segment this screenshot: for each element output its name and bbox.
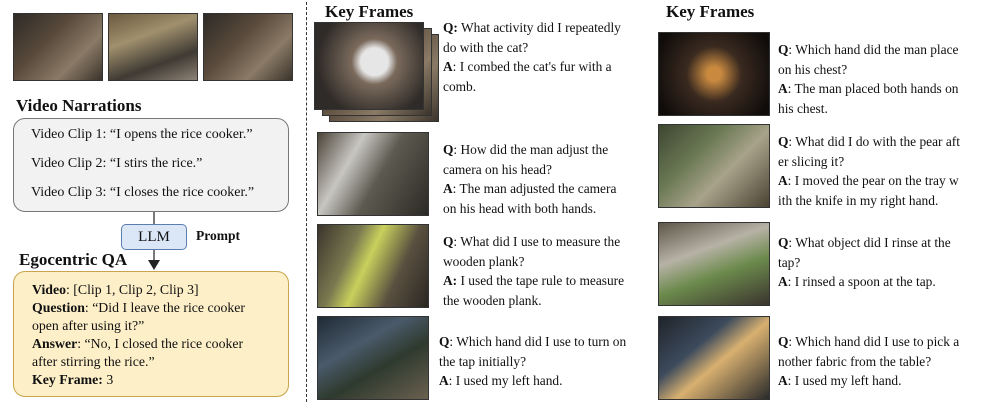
keyframe-tap <box>317 316 429 400</box>
narrations-box: Video Clip 1: “I opens the rice cooker.”… <box>13 118 289 212</box>
llm-box: LLM <box>121 224 187 250</box>
qa-question-line-1: Question: “Did I leave the rice cooker <box>32 300 246 315</box>
narration-clip-1: Video Clip 1: “I opens the rice cooker.” <box>31 127 253 142</box>
col1-title: Key Frames <box>325 2 414 21</box>
prompt-label: Prompt <box>196 228 240 243</box>
keyframe-rinse <box>658 222 770 306</box>
flow-arrows <box>148 212 160 270</box>
keyframe-plank <box>317 224 429 308</box>
egocentric-qa-title: Egocentric QA <box>19 250 128 269</box>
qa-keyframe-line: Key Frame: 3 <box>32 372 114 387</box>
qa-answer-line-2: after stirring the rice.” <box>32 354 155 369</box>
qa-cat: Q: What activity did I repeatedly do wit… <box>443 20 621 94</box>
dashed-divider <box>306 2 307 402</box>
keyframe-pear <box>658 124 770 208</box>
video-frame-1 <box>13 13 103 81</box>
narration-clip-2: Video Clip 2: “I stirs the rice.” <box>31 156 203 171</box>
qa-chest: Q: Which hand did the man place on his c… <box>778 42 959 116</box>
qa-fabric: Q: Which hand did I use to pick a nother… <box>778 334 960 388</box>
qa-tap: Q: Which hand did I use to turn on the t… <box>439 334 627 388</box>
qa-rinse: Q: What object did I rinse at the tap? A… <box>778 235 951 289</box>
qa-question-line-2: open after using it?” <box>32 318 145 333</box>
qa-pear: Q: What did I do with the pear aft er sl… <box>778 134 960 208</box>
video-frame-3 <box>203 13 293 81</box>
keyframe-chest <box>658 32 770 116</box>
qa-plank: Q: What did I use to measure the wooden … <box>443 234 625 308</box>
qa-camera: Q: How did the man adjust the camera on … <box>443 142 617 216</box>
qa-answer-line-1: Answer: “No, I closed the rice cooker <box>32 336 244 351</box>
arrow-head-icon <box>148 260 160 270</box>
keyframe-camera <box>317 132 429 216</box>
qa-video-line: Video: [Clip 1, Clip 2, Clip 3] <box>32 282 199 297</box>
narration-clip-3: Video Clip 3: “I closes the rice cooker.… <box>31 185 255 200</box>
keyframe-fabric <box>658 316 770 400</box>
video-frame-2 <box>108 13 198 81</box>
egocentric-qa-box: Video: [Clip 1, Clip 2, Clip 3] Question… <box>13 271 289 397</box>
narrations-title: Video Narrations <box>16 96 142 115</box>
col2-title: Key Frames <box>666 2 755 21</box>
keyframe-cat <box>314 22 424 110</box>
